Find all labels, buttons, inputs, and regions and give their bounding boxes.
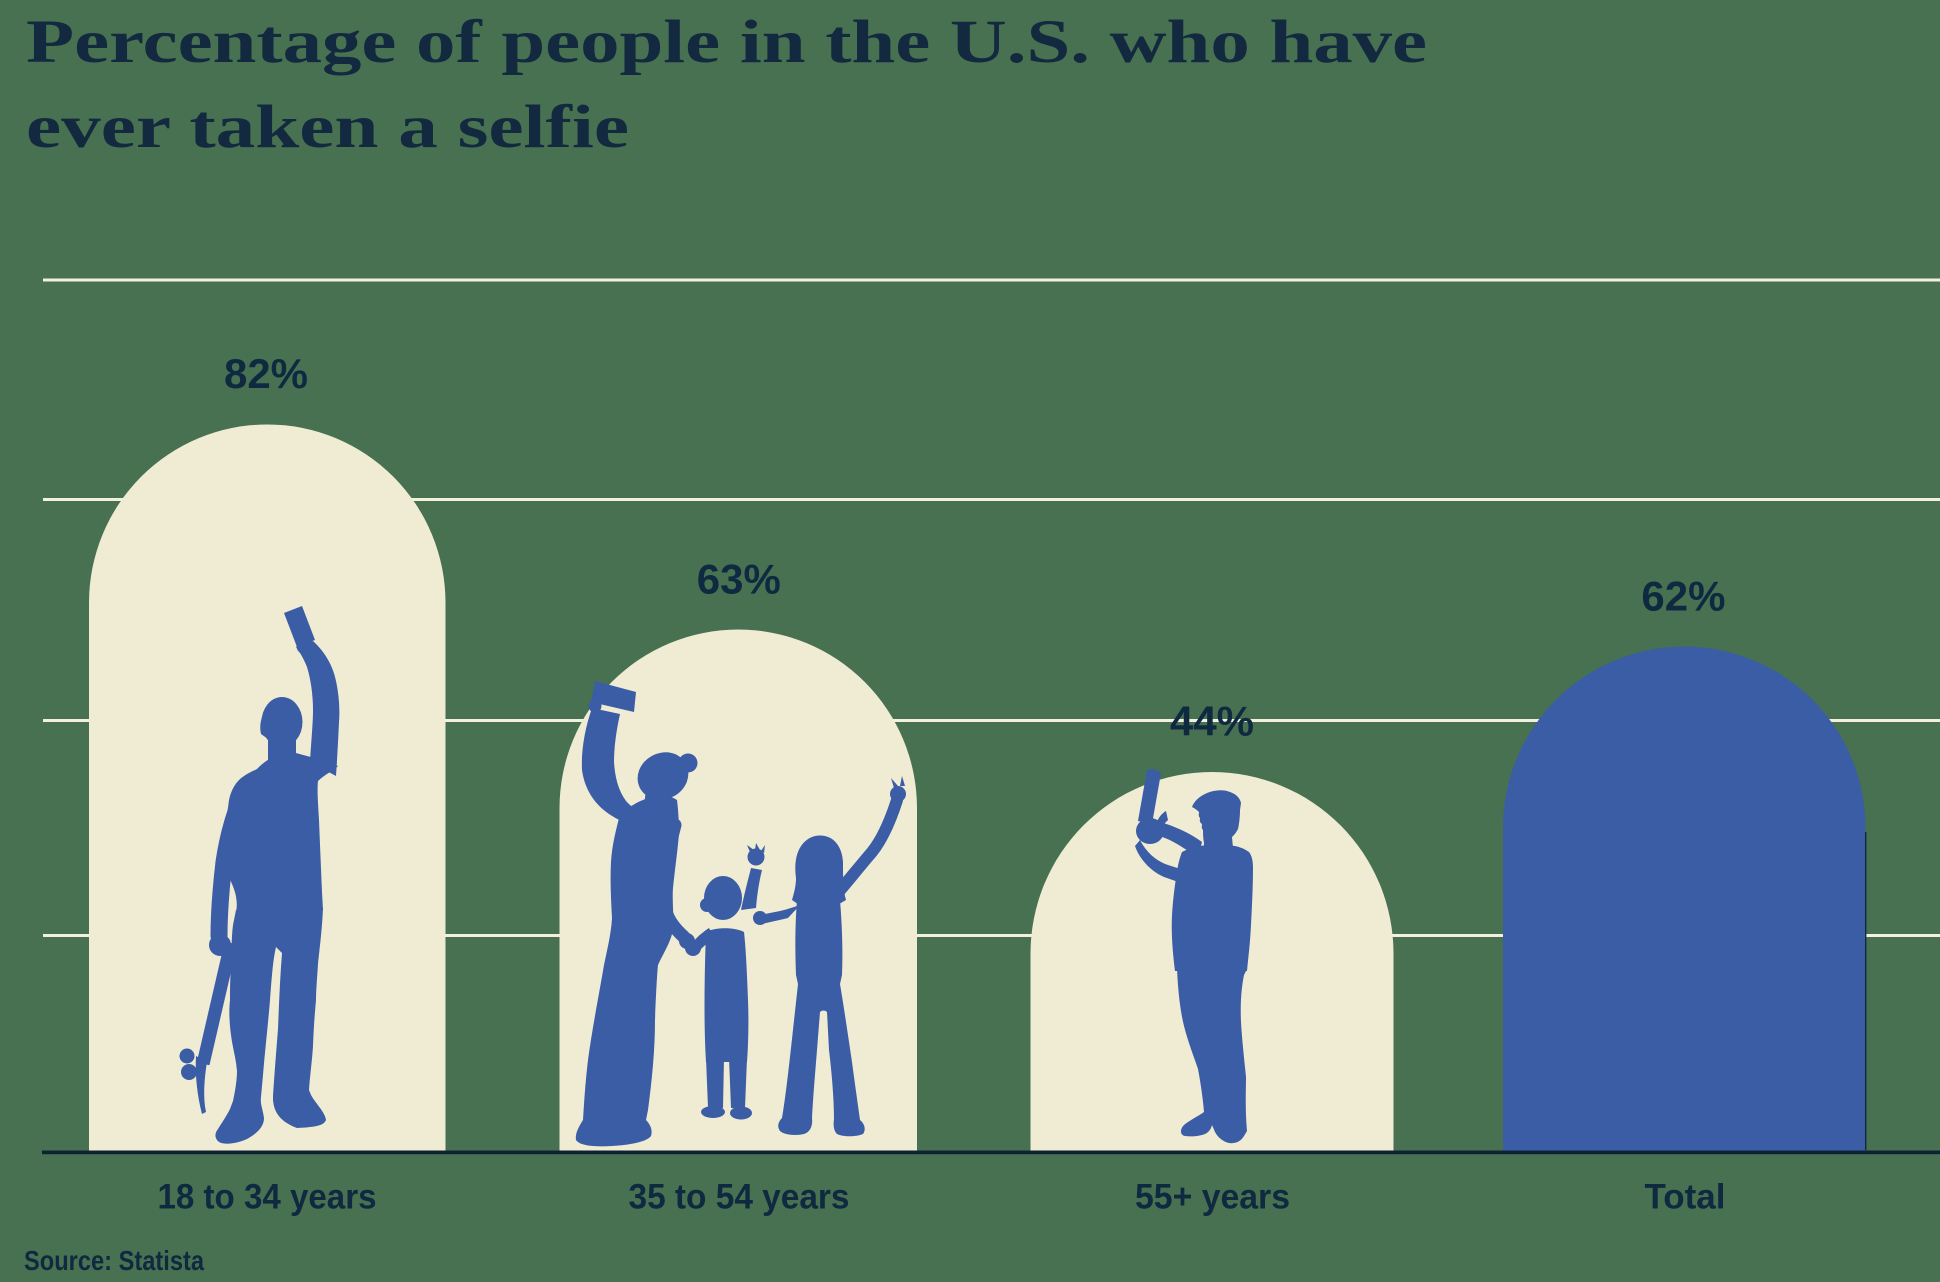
svg-text:63%: 63%: [697, 555, 781, 602]
svg-text:Percentage of people in the U.: Percentage of people in the U.S. who hav…: [26, 9, 1427, 76]
svg-text:62%: 62%: [1641, 572, 1725, 619]
svg-text:Total: Total: [1644, 1178, 1725, 1217]
svg-text:44%: 44%: [1170, 698, 1254, 745]
svg-text:18 to 34 years: 18 to 34 years: [158, 1178, 377, 1217]
svg-text:ever taken a selfie: ever taken a selfie: [26, 94, 629, 161]
svg-text:35 to 54 years: 35 to 54 years: [629, 1178, 850, 1217]
svg-text:55+ years: 55+ years: [1135, 1178, 1290, 1217]
svg-text:82%: 82%: [224, 350, 308, 397]
svg-text:Source: Statista: Source: Statista: [24, 1245, 204, 1276]
